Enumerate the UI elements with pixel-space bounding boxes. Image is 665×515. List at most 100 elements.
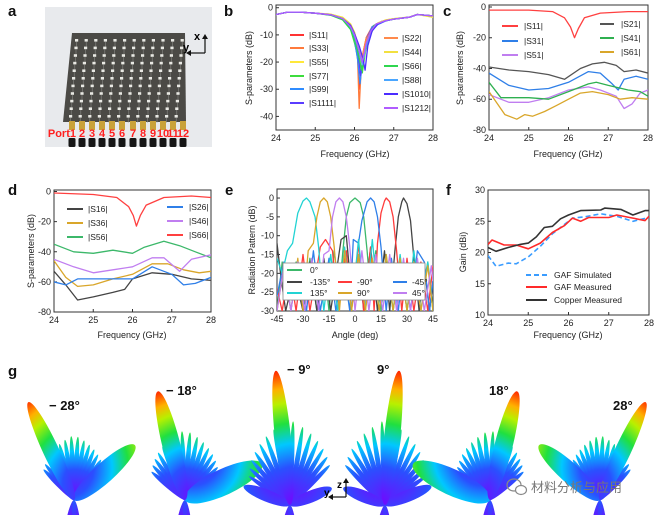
radiating-slot <box>175 107 179 110</box>
z-arrowhead <box>343 478 349 483</box>
port-label: 3 <box>89 128 95 140</box>
series-line <box>489 90 648 120</box>
radiating-slot <box>127 107 131 110</box>
x-tick-label: 27 <box>167 315 177 325</box>
cable-end <box>118 138 126 147</box>
radiating-slot <box>118 92 122 95</box>
x-tick-label: 15 <box>376 314 386 324</box>
legend-label: -45° <box>412 277 428 287</box>
wechat-icon <box>506 478 528 496</box>
pattern-2: − 18° <box>151 383 263 515</box>
sma-connector <box>99 121 105 130</box>
radiating-slot <box>160 46 164 50</box>
radiating-slot <box>90 84 94 88</box>
series-line <box>489 70 648 91</box>
series-line <box>54 240 211 259</box>
radiating-slot <box>69 107 73 110</box>
radiating-slot <box>157 92 161 95</box>
y-tick-label: -5 <box>266 212 274 222</box>
y-axis-title: S-parameters (dB) <box>455 31 465 105</box>
radiating-slot <box>129 77 133 80</box>
radiation-lobe <box>155 391 188 501</box>
series-line <box>54 254 211 274</box>
radiating-slot <box>80 92 84 95</box>
sma-connector <box>69 121 75 130</box>
series-line <box>488 214 649 250</box>
radiation-lobe <box>383 505 387 515</box>
beam-angle-label: − 9° <box>287 362 311 377</box>
port-label: 8 <box>140 128 146 140</box>
y-axis-title: S-parameters (dB) <box>244 31 254 105</box>
legend-label: |S51| <box>524 50 544 60</box>
radiation-lobe <box>73 444 136 501</box>
x-tick-label: 0 <box>352 314 357 324</box>
y-tick-label: 15 <box>475 279 485 289</box>
legend-label: |S61| <box>621 47 641 57</box>
y-tick-label: -25 <box>261 287 274 297</box>
legend-label: |S44| <box>402 47 422 57</box>
radiating-slot <box>107 115 111 118</box>
sma-connector <box>130 121 136 130</box>
legend-label: Copper Measured <box>554 295 622 305</box>
radiating-slot <box>142 39 146 42</box>
port-label: 6 <box>119 128 125 140</box>
port-label: 5 <box>109 128 115 140</box>
series-line <box>54 266 211 286</box>
x-tick-label: 27 <box>389 133 399 143</box>
legend-label: |S16| <box>88 204 108 214</box>
radiating-slot <box>146 107 150 110</box>
radiating-slot <box>74 46 78 50</box>
radiating-slot <box>159 69 163 72</box>
radiating-slot <box>93 54 97 57</box>
pattern-4: 9° <box>343 362 432 515</box>
sma-connector <box>150 121 156 130</box>
radiating-slot <box>158 77 162 80</box>
x-tick-label: -30 <box>296 314 309 324</box>
radiating-slot <box>103 46 107 50</box>
radiating-slot <box>140 61 144 65</box>
cable-end <box>169 138 177 147</box>
xy-axis-indicator: x y <box>183 31 208 56</box>
legend-label: GAF Measured <box>554 282 612 292</box>
sma-connector <box>180 121 186 130</box>
x-tick-label: 28 <box>644 318 654 328</box>
port-label: 9 <box>150 128 156 140</box>
radiating-slot <box>166 99 170 103</box>
y-axis-title: Gain (dBi) <box>458 232 468 273</box>
radiating-slot <box>126 115 130 118</box>
radiating-slot <box>138 92 142 95</box>
radiating-slot <box>177 77 181 80</box>
radiation-lobe <box>243 484 291 507</box>
port-label: 12 <box>177 128 189 140</box>
radiation-lobe <box>487 391 520 501</box>
cable-end <box>78 138 86 147</box>
legend-label: GAF Simulated <box>554 270 612 280</box>
radiating-slot <box>176 92 180 95</box>
zy-axis-indicator: z y <box>324 478 349 500</box>
radiating-slot <box>91 77 95 80</box>
radiating-slot <box>93 46 97 50</box>
radiating-slot <box>112 54 116 57</box>
x-tick-label: -15 <box>322 314 335 324</box>
legend-label: |S88| <box>402 75 422 85</box>
x-tick-label: 25 <box>523 318 533 328</box>
radiating-slot <box>161 39 165 42</box>
slot-grid <box>69 39 184 123</box>
radiating-slot <box>73 61 77 65</box>
legend-label: |S31| <box>524 36 544 46</box>
legend-label: |S99| <box>309 84 329 94</box>
radiating-slot <box>141 46 145 50</box>
plot-frame <box>53 189 212 313</box>
radiating-slot <box>178 61 182 65</box>
beam-angle-label: − 28° <box>49 398 80 413</box>
radiating-slot <box>120 69 124 72</box>
legend-label: |S41| <box>621 33 641 43</box>
cable-end <box>159 138 167 147</box>
panel-label-d: d <box>8 182 17 199</box>
radiating-slot <box>139 77 143 80</box>
y-tick-label: -20 <box>261 268 274 278</box>
radiating-slot <box>94 39 98 42</box>
radiating-slot <box>82 61 86 65</box>
y-tick-label: -30 <box>261 306 274 316</box>
